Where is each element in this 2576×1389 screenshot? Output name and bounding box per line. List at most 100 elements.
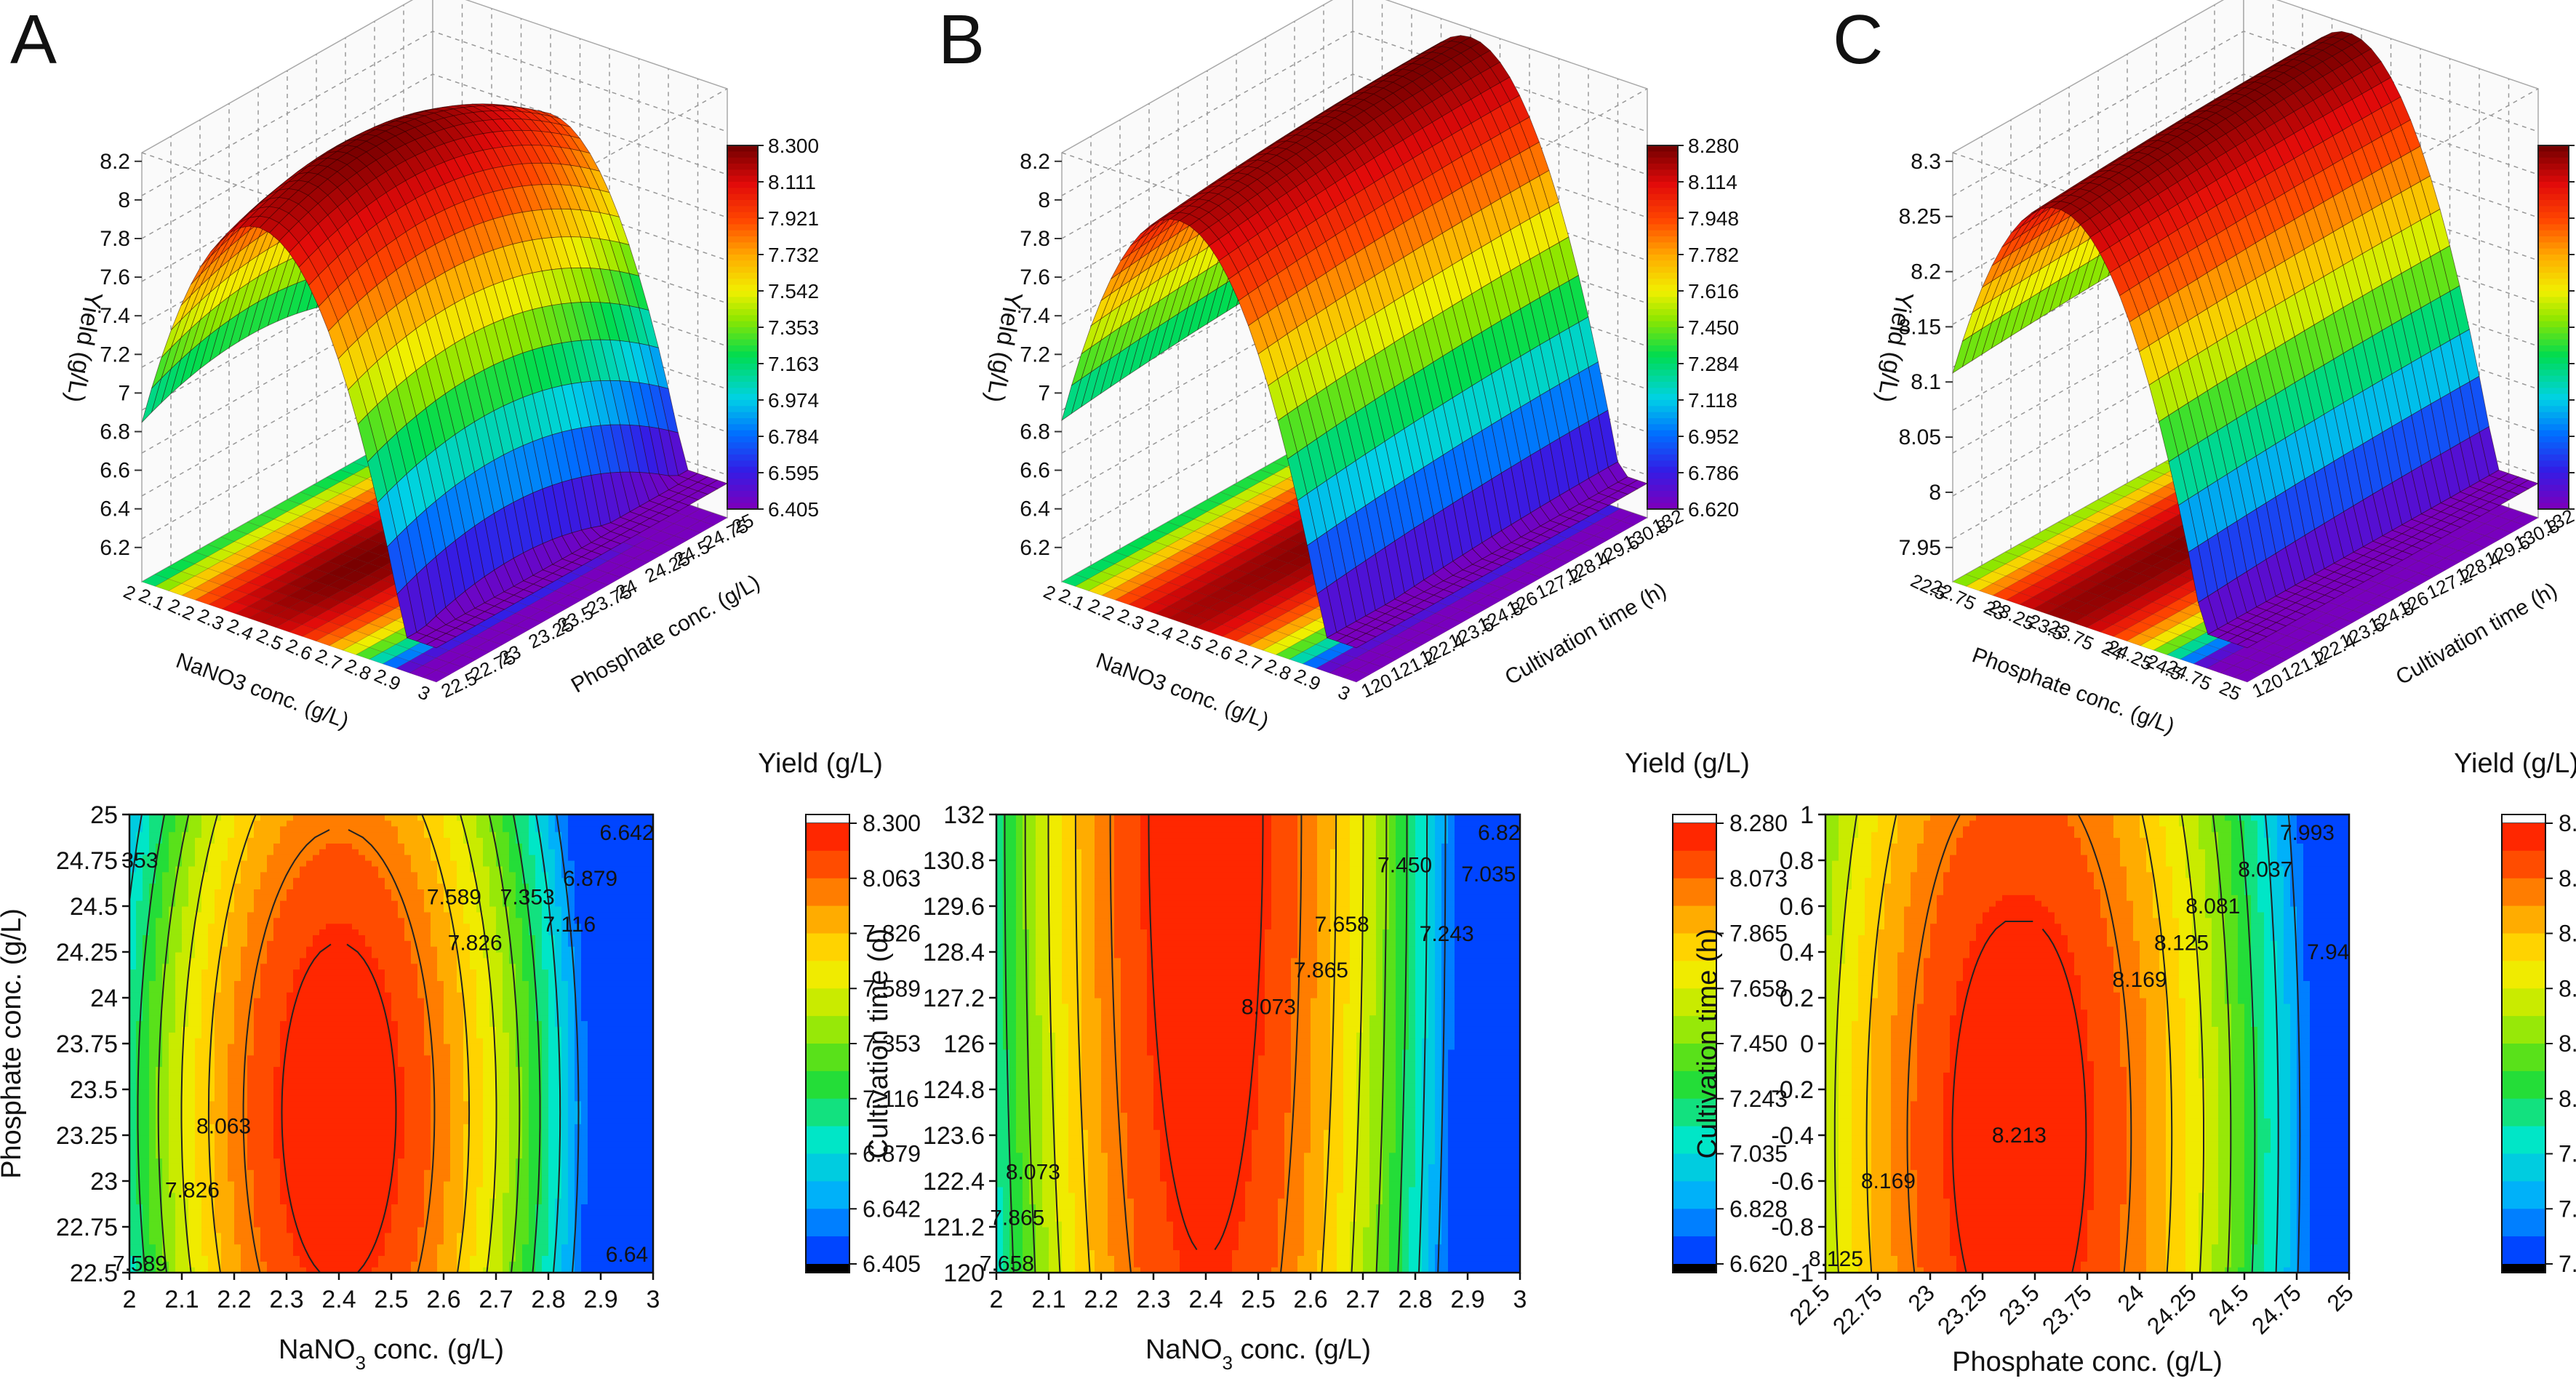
contour-cell bbox=[129, 1026, 137, 1032]
contour-cell bbox=[129, 986, 137, 992]
colorbar-band bbox=[727, 188, 758, 194]
contour-cell bbox=[143, 1221, 150, 1227]
contour-cell bbox=[149, 1044, 156, 1049]
contour-cell bbox=[149, 998, 156, 1004]
colorbar-band bbox=[727, 364, 758, 370]
contour-cell bbox=[129, 1244, 137, 1250]
contour-cell bbox=[129, 1204, 137, 1210]
colorbar-band bbox=[2538, 400, 2569, 407]
contour-cell bbox=[143, 1021, 150, 1027]
colorbar-band bbox=[1647, 236, 1678, 243]
colorbar-band bbox=[727, 455, 758, 461]
colorbar-tick-label: 6.405 bbox=[768, 498, 819, 521]
colorbar-band bbox=[1647, 376, 1678, 383]
colorbar-band bbox=[1647, 333, 1678, 340]
colorbar-band bbox=[727, 242, 758, 249]
colorbar-band bbox=[727, 169, 758, 176]
contour-cell bbox=[143, 1015, 150, 1021]
colorbar-band bbox=[727, 255, 758, 261]
colorbar-tick-label: 7.163 bbox=[768, 353, 819, 375]
contour-cell bbox=[156, 1107, 163, 1113]
colorbar-band bbox=[1647, 260, 1678, 267]
colorbar-band bbox=[727, 194, 758, 201]
colorbar-band bbox=[727, 351, 758, 358]
z-tick-label: 6.2 bbox=[100, 536, 130, 560]
contour-cell bbox=[129, 980, 137, 986]
contour-cell bbox=[136, 1147, 143, 1153]
colorbar-band bbox=[2538, 279, 2569, 285]
contour-cell bbox=[143, 1147, 150, 1153]
colorbar-band bbox=[1647, 364, 1678, 370]
contour-cell bbox=[129, 946, 137, 952]
colorbar-band bbox=[727, 333, 758, 340]
contour-cell bbox=[149, 1147, 156, 1153]
colorbar-band bbox=[1647, 218, 1678, 225]
colorbar-band bbox=[2538, 249, 2569, 255]
contour-cell bbox=[143, 820, 150, 826]
contour-cell bbox=[143, 1038, 150, 1044]
colorbar-band bbox=[1647, 315, 1678, 321]
colorbar-band bbox=[1647, 158, 1678, 164]
contour-cell bbox=[136, 1113, 143, 1118]
contour-cell bbox=[129, 1198, 137, 1204]
contour-cell bbox=[129, 969, 137, 975]
contour-cell bbox=[129, 1067, 137, 1073]
contour-cell bbox=[129, 1095, 137, 1101]
contour-cell bbox=[156, 1032, 163, 1038]
colorbar-tick-label: 7.284 bbox=[1688, 353, 1739, 375]
colorbar-band bbox=[727, 473, 758, 479]
colorbar-band bbox=[727, 376, 758, 383]
contour-cell bbox=[149, 992, 156, 998]
contour-cell bbox=[143, 900, 150, 906]
contour-cell bbox=[143, 1089, 150, 1095]
contour-cell bbox=[149, 1015, 156, 1021]
colorbar-band bbox=[1647, 176, 1678, 183]
colorbar-tick-label: 7.450 bbox=[1688, 316, 1739, 339]
contour-cell bbox=[156, 1244, 163, 1250]
colorbar-band bbox=[2538, 406, 2569, 412]
contour-cell bbox=[143, 1026, 150, 1032]
colorbar-band bbox=[1647, 327, 1678, 334]
colorbar-band bbox=[2538, 151, 2569, 158]
contour-cell bbox=[149, 1061, 156, 1067]
contour-cell bbox=[129, 826, 137, 832]
colorbar-band bbox=[2538, 497, 2569, 503]
contour-cell bbox=[129, 992, 137, 998]
contour-cell bbox=[156, 1113, 163, 1118]
contour-cell bbox=[149, 1009, 156, 1015]
contour-cell bbox=[129, 814, 137, 820]
contour-cell bbox=[149, 1124, 156, 1129]
colorbar-band bbox=[1647, 369, 1678, 376]
contour-cell bbox=[136, 958, 143, 964]
contour-cell bbox=[136, 894, 143, 900]
contour-cell bbox=[143, 906, 150, 912]
contour-cell bbox=[136, 1209, 143, 1215]
contour-cell bbox=[136, 1129, 143, 1135]
colorbar-band bbox=[727, 327, 758, 334]
z-tick-label: 6.2 bbox=[1020, 536, 1050, 560]
contour-cell bbox=[149, 934, 156, 940]
contour-cell bbox=[136, 900, 143, 906]
contour-cell bbox=[149, 832, 156, 838]
contour-cell bbox=[143, 894, 150, 900]
contour-cell bbox=[143, 980, 150, 986]
contour-cell bbox=[149, 1049, 156, 1055]
colorbar-band bbox=[727, 394, 758, 401]
colorbar-band bbox=[727, 231, 758, 237]
contour-cell bbox=[149, 946, 156, 952]
z-tick-label: 6.4 bbox=[1020, 497, 1050, 521]
colorbar-band bbox=[727, 400, 758, 407]
colorbar-band bbox=[727, 436, 758, 443]
colorbar-band bbox=[727, 424, 758, 431]
colorbar-band bbox=[1647, 418, 1678, 425]
contour-cell bbox=[136, 1095, 143, 1101]
contour-cell bbox=[143, 986, 150, 992]
colorbar-band bbox=[1647, 442, 1678, 449]
contour-cell bbox=[149, 1113, 156, 1118]
contour-cell bbox=[143, 838, 150, 844]
colorbar-band bbox=[2538, 424, 2569, 431]
contour-cell bbox=[149, 1021, 156, 1027]
z-tick-label: 8.1 bbox=[1911, 370, 1941, 394]
colorbar-band bbox=[1647, 491, 1678, 497]
